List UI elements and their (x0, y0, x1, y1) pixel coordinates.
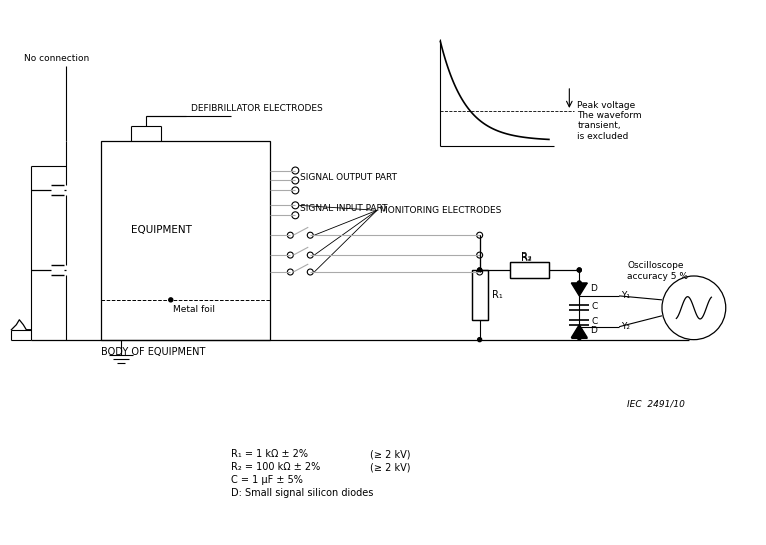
Circle shape (292, 167, 299, 174)
Text: (≥ 2 kV): (≥ 2 kV) (370, 462, 411, 472)
Text: R₂: R₂ (522, 253, 532, 263)
Text: EQUIPMENT: EQUIPMENT (131, 225, 192, 235)
Text: The waveform
transient,
is excluded: The waveform transient, is excluded (578, 111, 642, 141)
Circle shape (292, 202, 299, 209)
Text: R₁: R₁ (492, 290, 502, 300)
Bar (472, 270, 488, 320)
Text: Y₂: Y₂ (621, 322, 630, 331)
Polygon shape (571, 325, 588, 338)
Text: No connection: No connection (25, 53, 90, 63)
Circle shape (578, 268, 581, 272)
Circle shape (287, 232, 293, 238)
Circle shape (307, 269, 313, 275)
Text: C: C (591, 317, 597, 326)
Circle shape (478, 268, 482, 272)
Bar (509, 262, 549, 278)
Circle shape (287, 269, 293, 275)
Text: SIGNAL OUTPUT PART: SIGNAL OUTPUT PART (300, 173, 398, 182)
Circle shape (578, 268, 581, 272)
Circle shape (478, 338, 482, 342)
Polygon shape (571, 283, 588, 296)
Text: R₂ = 100 kΩ ± 2%: R₂ = 100 kΩ ± 2% (231, 462, 319, 472)
Text: R₂: R₂ (522, 252, 532, 262)
Text: SIGNAL INPUT PART: SIGNAL INPUT PART (300, 204, 388, 213)
Circle shape (287, 252, 293, 258)
Text: Peak voltage: Peak voltage (578, 101, 636, 110)
Circle shape (476, 252, 483, 258)
Text: C = 1 μF ± 5%: C = 1 μF ± 5% (231, 475, 303, 485)
Text: Metal foil: Metal foil (173, 305, 214, 314)
Circle shape (662, 276, 725, 340)
Text: D: D (591, 284, 597, 293)
Text: BODY OF EQUIPMENT: BODY OF EQUIPMENT (101, 347, 205, 356)
Circle shape (307, 252, 313, 258)
Text: DEFIBRILLATOR ELECTRODES: DEFIBRILLATOR ELECTRODES (191, 104, 322, 113)
Bar (472, 270, 488, 320)
Text: MONITORING ELECTRODES: MONITORING ELECTRODES (380, 206, 502, 215)
Circle shape (476, 232, 483, 238)
Text: Oscilloscope
accuracy 5 %: Oscilloscope accuracy 5 % (627, 261, 688, 281)
Circle shape (292, 212, 299, 219)
Text: (≥ 2 kV): (≥ 2 kV) (370, 449, 411, 459)
Circle shape (476, 269, 483, 275)
Text: Y₁: Y₁ (621, 292, 630, 300)
Text: IEC  2491/10: IEC 2491/10 (627, 400, 685, 409)
Text: C: C (591, 302, 597, 311)
Circle shape (478, 268, 482, 272)
Text: D: D (591, 326, 597, 335)
Circle shape (292, 177, 299, 184)
Text: D: Small signal silicon diodes: D: Small signal silicon diodes (231, 488, 373, 498)
Circle shape (307, 232, 313, 238)
Circle shape (578, 336, 581, 340)
Text: R₁ = 1 kΩ ± 2%: R₁ = 1 kΩ ± 2% (231, 449, 308, 459)
Circle shape (578, 281, 581, 285)
Circle shape (292, 187, 299, 194)
Bar (509, 262, 549, 278)
Bar (101, 141, 270, 340)
Circle shape (169, 298, 173, 302)
